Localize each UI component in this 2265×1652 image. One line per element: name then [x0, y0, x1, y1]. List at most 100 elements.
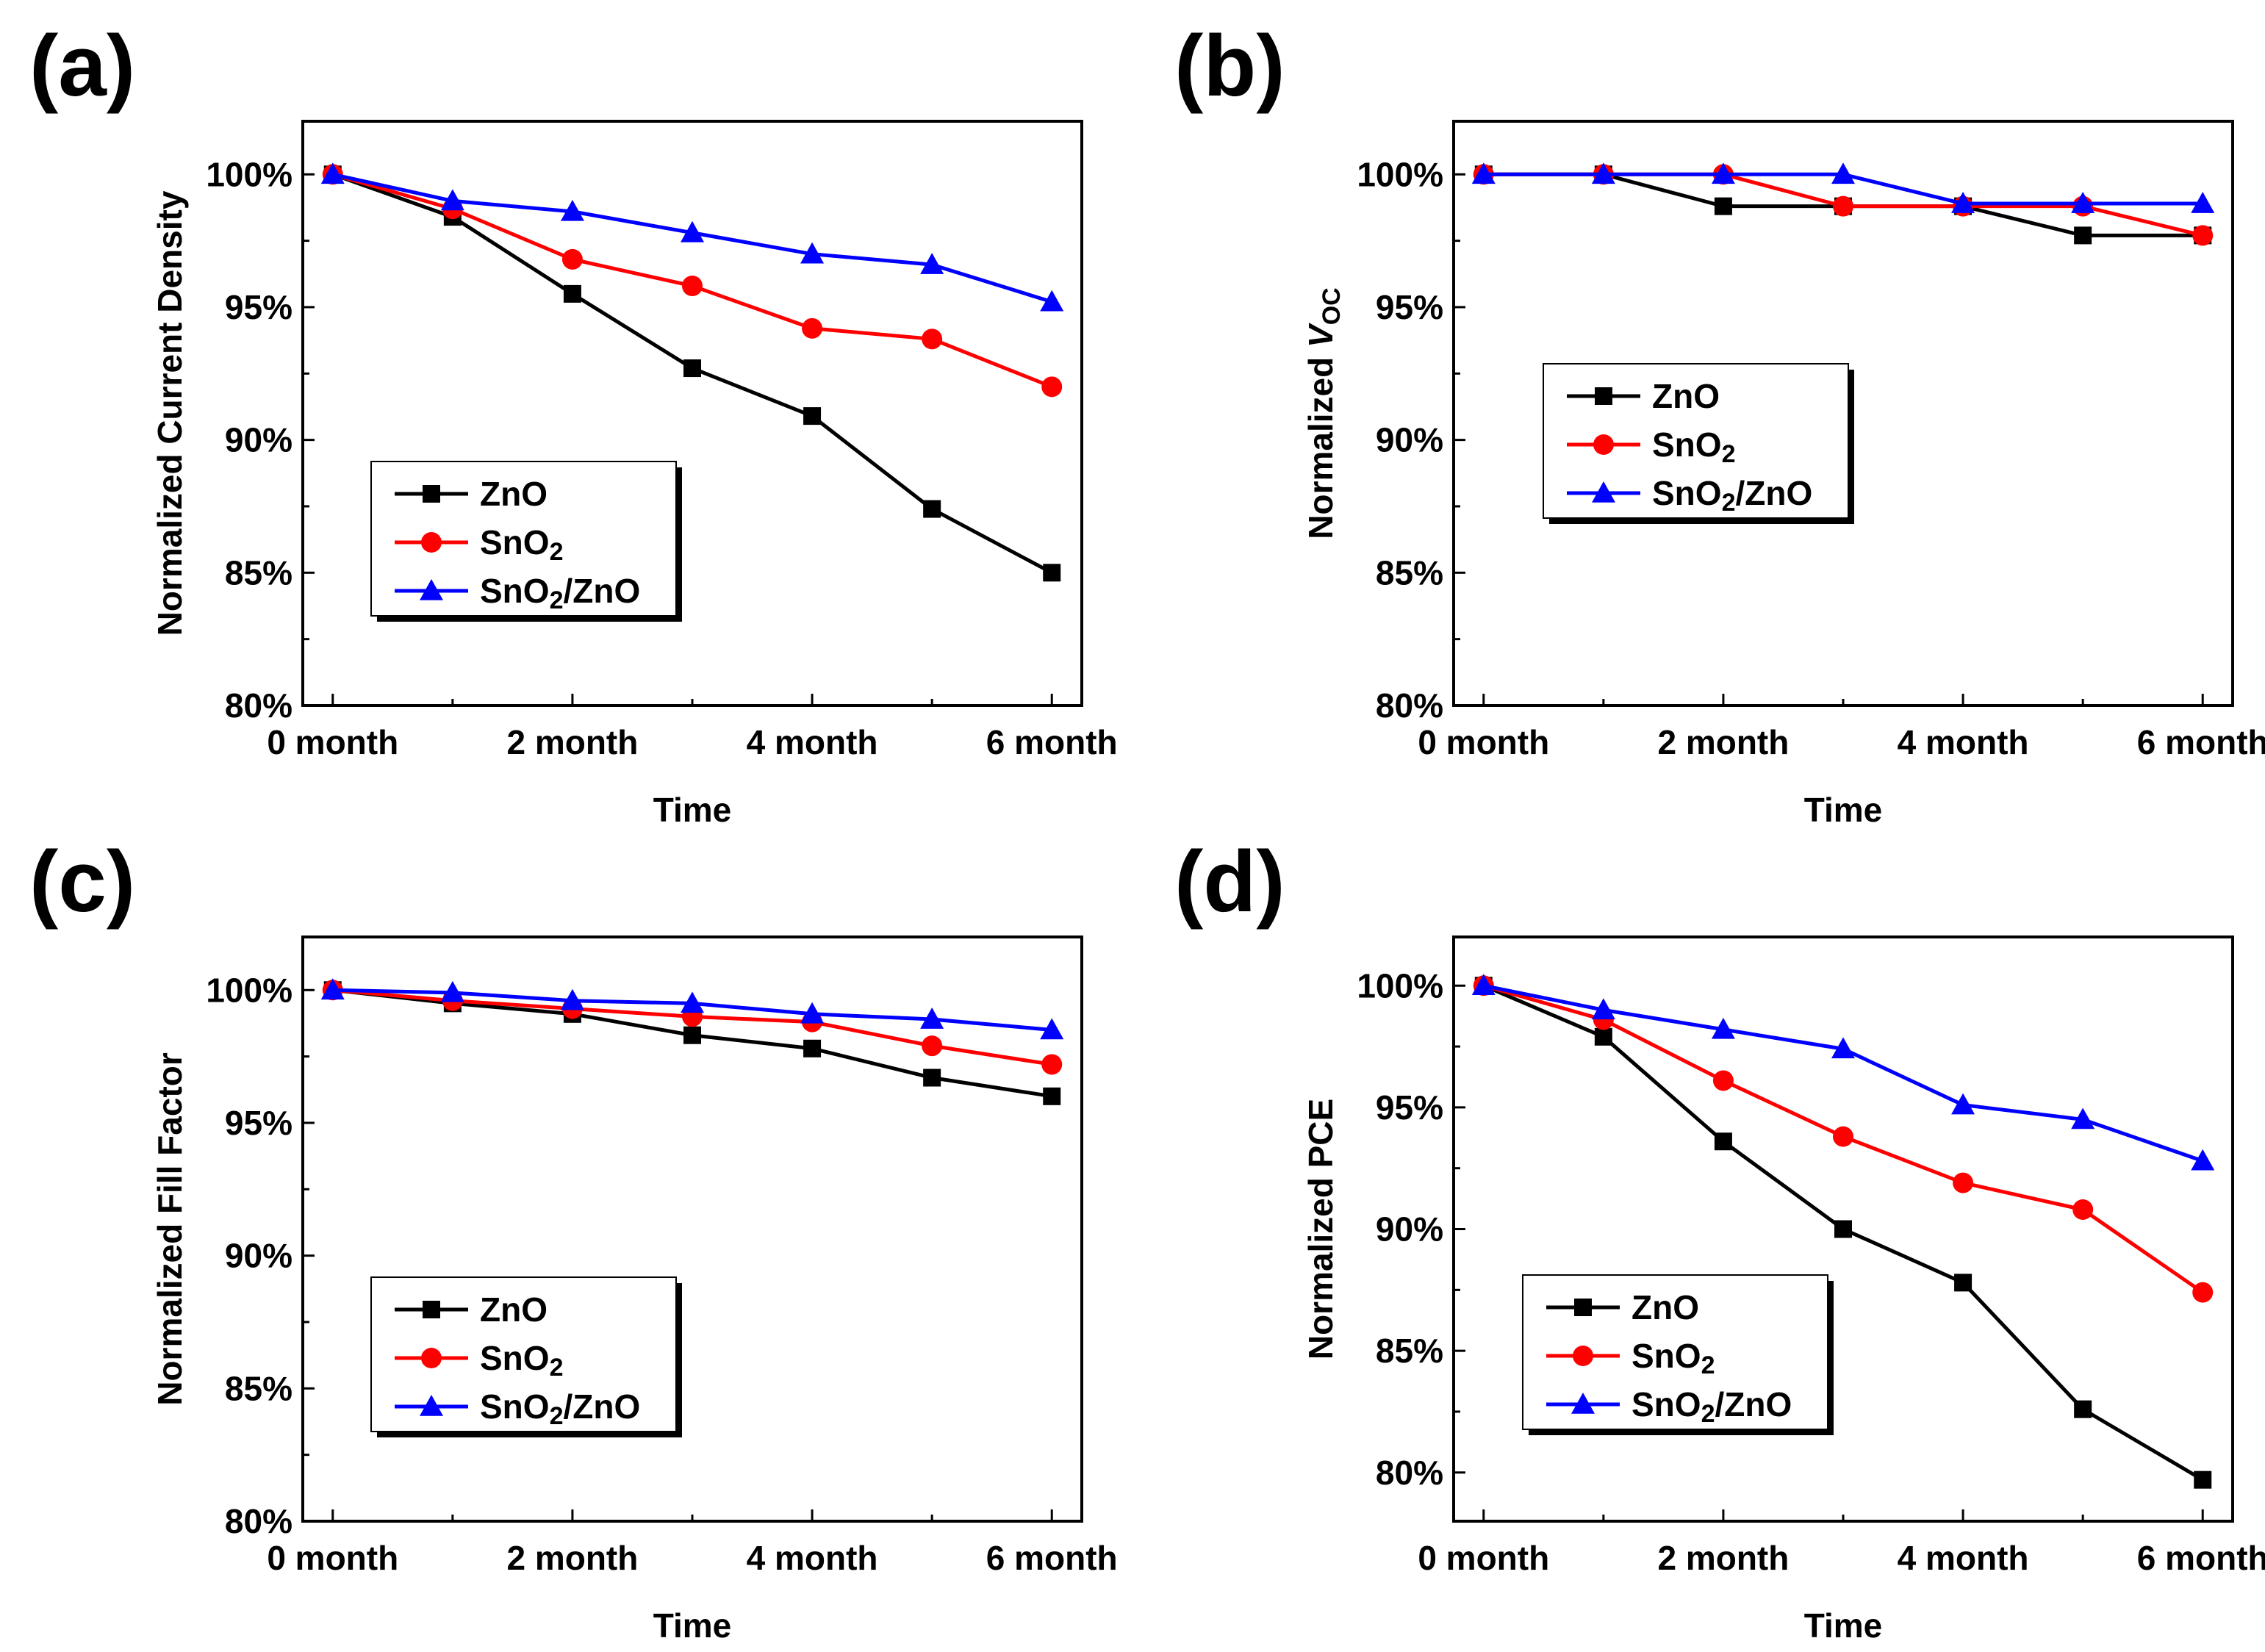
y-tick-label: 95% [1376, 1088, 1443, 1127]
data-point [2191, 192, 2215, 213]
x-tick-label: 0 month [1418, 1539, 1549, 1577]
data-point [440, 189, 464, 211]
legend-marker [1593, 434, 1614, 455]
data-point [923, 500, 941, 518]
x-tick-label: 0 month [1418, 723, 1549, 761]
y-axis-title: Normalized PCE [1302, 1099, 1340, 1360]
data-point [922, 1035, 943, 1057]
data-point [320, 978, 345, 1000]
y-axis-title: Normalized Current Density [151, 190, 189, 636]
panel-label: (a) [29, 18, 135, 115]
data-point [563, 284, 581, 303]
legend-label: SnO2 [1632, 1337, 1715, 1379]
y-tick-label: 85% [225, 553, 292, 592]
legend: ZnO SnO2 SnO2/ZnO [370, 1276, 682, 1437]
data-point [803, 1039, 822, 1057]
y-tick-label: 90% [1376, 1210, 1443, 1249]
panel-label: (d) [1174, 833, 1285, 930]
x-tick-label: 2 month [506, 723, 638, 761]
x-tick-label: 4 month [1898, 1539, 2029, 1577]
x-tick-label: 4 month [1898, 723, 2029, 761]
data-point [1040, 1018, 1064, 1040]
legend-label: SnO2/ZnO [480, 1387, 640, 1430]
y-tick-label: 95% [225, 288, 292, 326]
y-tick-label: 85% [1376, 1332, 1443, 1370]
data-point [1833, 1126, 1853, 1147]
data-point [560, 199, 584, 221]
data-point [920, 253, 944, 274]
x-tick-label: 2 month [1657, 723, 1789, 761]
x-tick-label: 0 month [267, 1539, 398, 1577]
series-SnO2/ZnO [320, 162, 1064, 312]
legend-label: SnO2 [480, 1339, 563, 1382]
data-point [2191, 1149, 2215, 1171]
series-SnO2/ZnO [1471, 162, 2215, 213]
data-point [2071, 192, 2095, 213]
legend: ZnO SnO2 SnO2/ZnO [370, 461, 682, 622]
legend-label: SnO2 [480, 523, 563, 566]
data-point [2192, 1282, 2214, 1303]
panel-label: (b) [1174, 18, 1285, 115]
legend-marker [1571, 1393, 1595, 1414]
data-point [2192, 225, 2214, 246]
data-point [1041, 376, 1063, 398]
data-point [1833, 195, 1853, 217]
data-point [683, 1026, 701, 1044]
data-point [440, 980, 464, 1002]
data-point [1471, 974, 1496, 996]
legend-label: SnO2/ZnO [1652, 474, 1812, 517]
data-point [2071, 1107, 2095, 1130]
y-tick-label: 80% [225, 686, 292, 725]
data-point [1591, 998, 1615, 1020]
legend-marker [423, 485, 440, 503]
chart-panel-2: (b) 80% 85% 90% 95% 100% 0 month 2 month 4 month… [1174, 18, 2265, 829]
chart-panel-1: (a) 80% 85% 90% 95% 100% 0 month 2 month 4 month… [29, 18, 1118, 829]
data-point [1711, 1017, 1735, 1039]
panel-label: (c) [29, 833, 135, 930]
legend: ZnO SnO2 SnO2/ZnO [1522, 1274, 1834, 1435]
data-point [683, 359, 701, 378]
legend-marker [421, 532, 442, 553]
legend-marker [420, 1395, 443, 1416]
data-point [1954, 1274, 1973, 1292]
x-tick-label: 6 month [2137, 723, 2265, 761]
data-point [803, 407, 822, 425]
series-SnO2 [1473, 975, 2214, 1303]
y-tick-label: 95% [225, 1104, 292, 1142]
data-point [1471, 162, 1496, 184]
data-point [560, 988, 584, 1010]
y-axis-title: Normalized VOC [1302, 287, 1346, 539]
data-point [1712, 1070, 1734, 1091]
data-point [1951, 192, 1975, 213]
data-point [1834, 1220, 1852, 1238]
x-tick-label: 6 month [986, 1539, 1118, 1577]
y-tick-label: 90% [1376, 421, 1443, 459]
data-point [1594, 1027, 1612, 1046]
data-point [681, 991, 704, 1013]
data-point [1831, 162, 1855, 184]
y-tick-label: 100% [1357, 155, 1443, 193]
data-point [1043, 564, 1061, 582]
y-tick-label: 95% [1376, 288, 1443, 326]
legend-label: ZnO [1632, 1288, 1699, 1326]
data-point [920, 1008, 944, 1029]
data-point [561, 248, 583, 270]
legend-label: ZnO [480, 475, 548, 513]
y-tick-label: 80% [225, 1502, 292, 1540]
legend-marker [1595, 387, 1612, 405]
y-tick-label: 90% [225, 421, 292, 459]
x-tick-label: 4 month [747, 1539, 878, 1577]
chart-panel-4: (d) 80% 85% 90% 95% 100% 0 month 2 month 4 month… [1174, 833, 2265, 1645]
x-axis-title: Time [1804, 1606, 1883, 1645]
x-tick-label: 0 month [267, 723, 398, 761]
x-tick-label: 6 month [2137, 1539, 2265, 1577]
legend: ZnO SnO2 SnO2/ZnO [1543, 363, 1854, 524]
x-axis-title: Time [653, 1606, 732, 1645]
series-SnO2/ZnO [320, 978, 1064, 1040]
x-axis-title: Time [1804, 791, 1883, 829]
y-tick-label: 85% [225, 1369, 292, 1407]
data-point [800, 242, 825, 264]
x-axis-title: Time [653, 791, 732, 829]
x-tick-label: 2 month [506, 1539, 638, 1577]
